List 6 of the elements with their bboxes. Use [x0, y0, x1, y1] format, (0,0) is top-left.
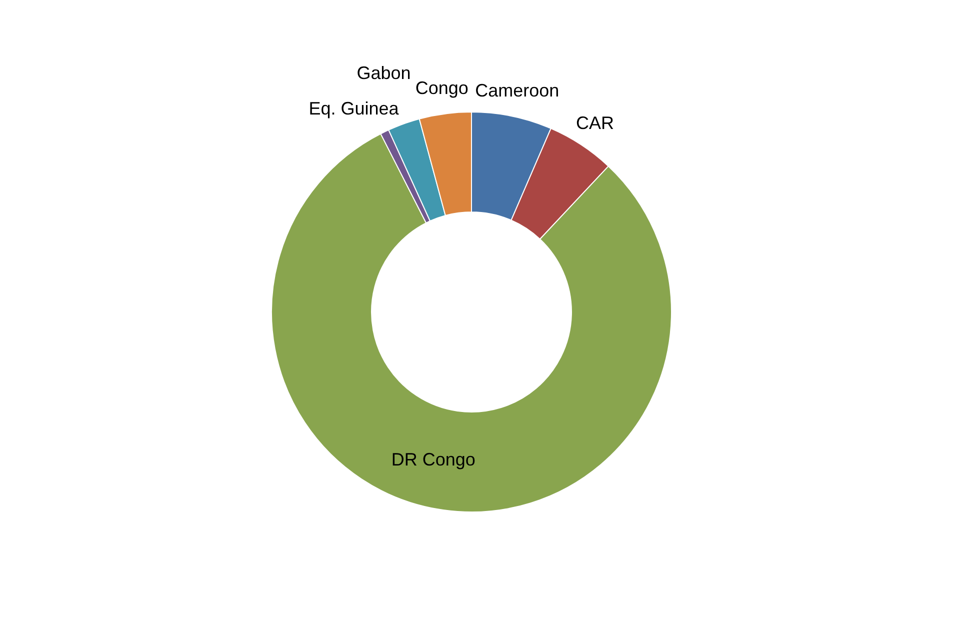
slice-label: Congo: [415, 78, 468, 98]
slice-label: CAR: [576, 112, 614, 133]
slice-label: Gabon: [356, 62, 411, 83]
slice-label: DR Congo: [391, 450, 476, 470]
slice-label: Eq. Guinea: [308, 98, 400, 118]
slice-label: Cameroon: [475, 80, 560, 101]
